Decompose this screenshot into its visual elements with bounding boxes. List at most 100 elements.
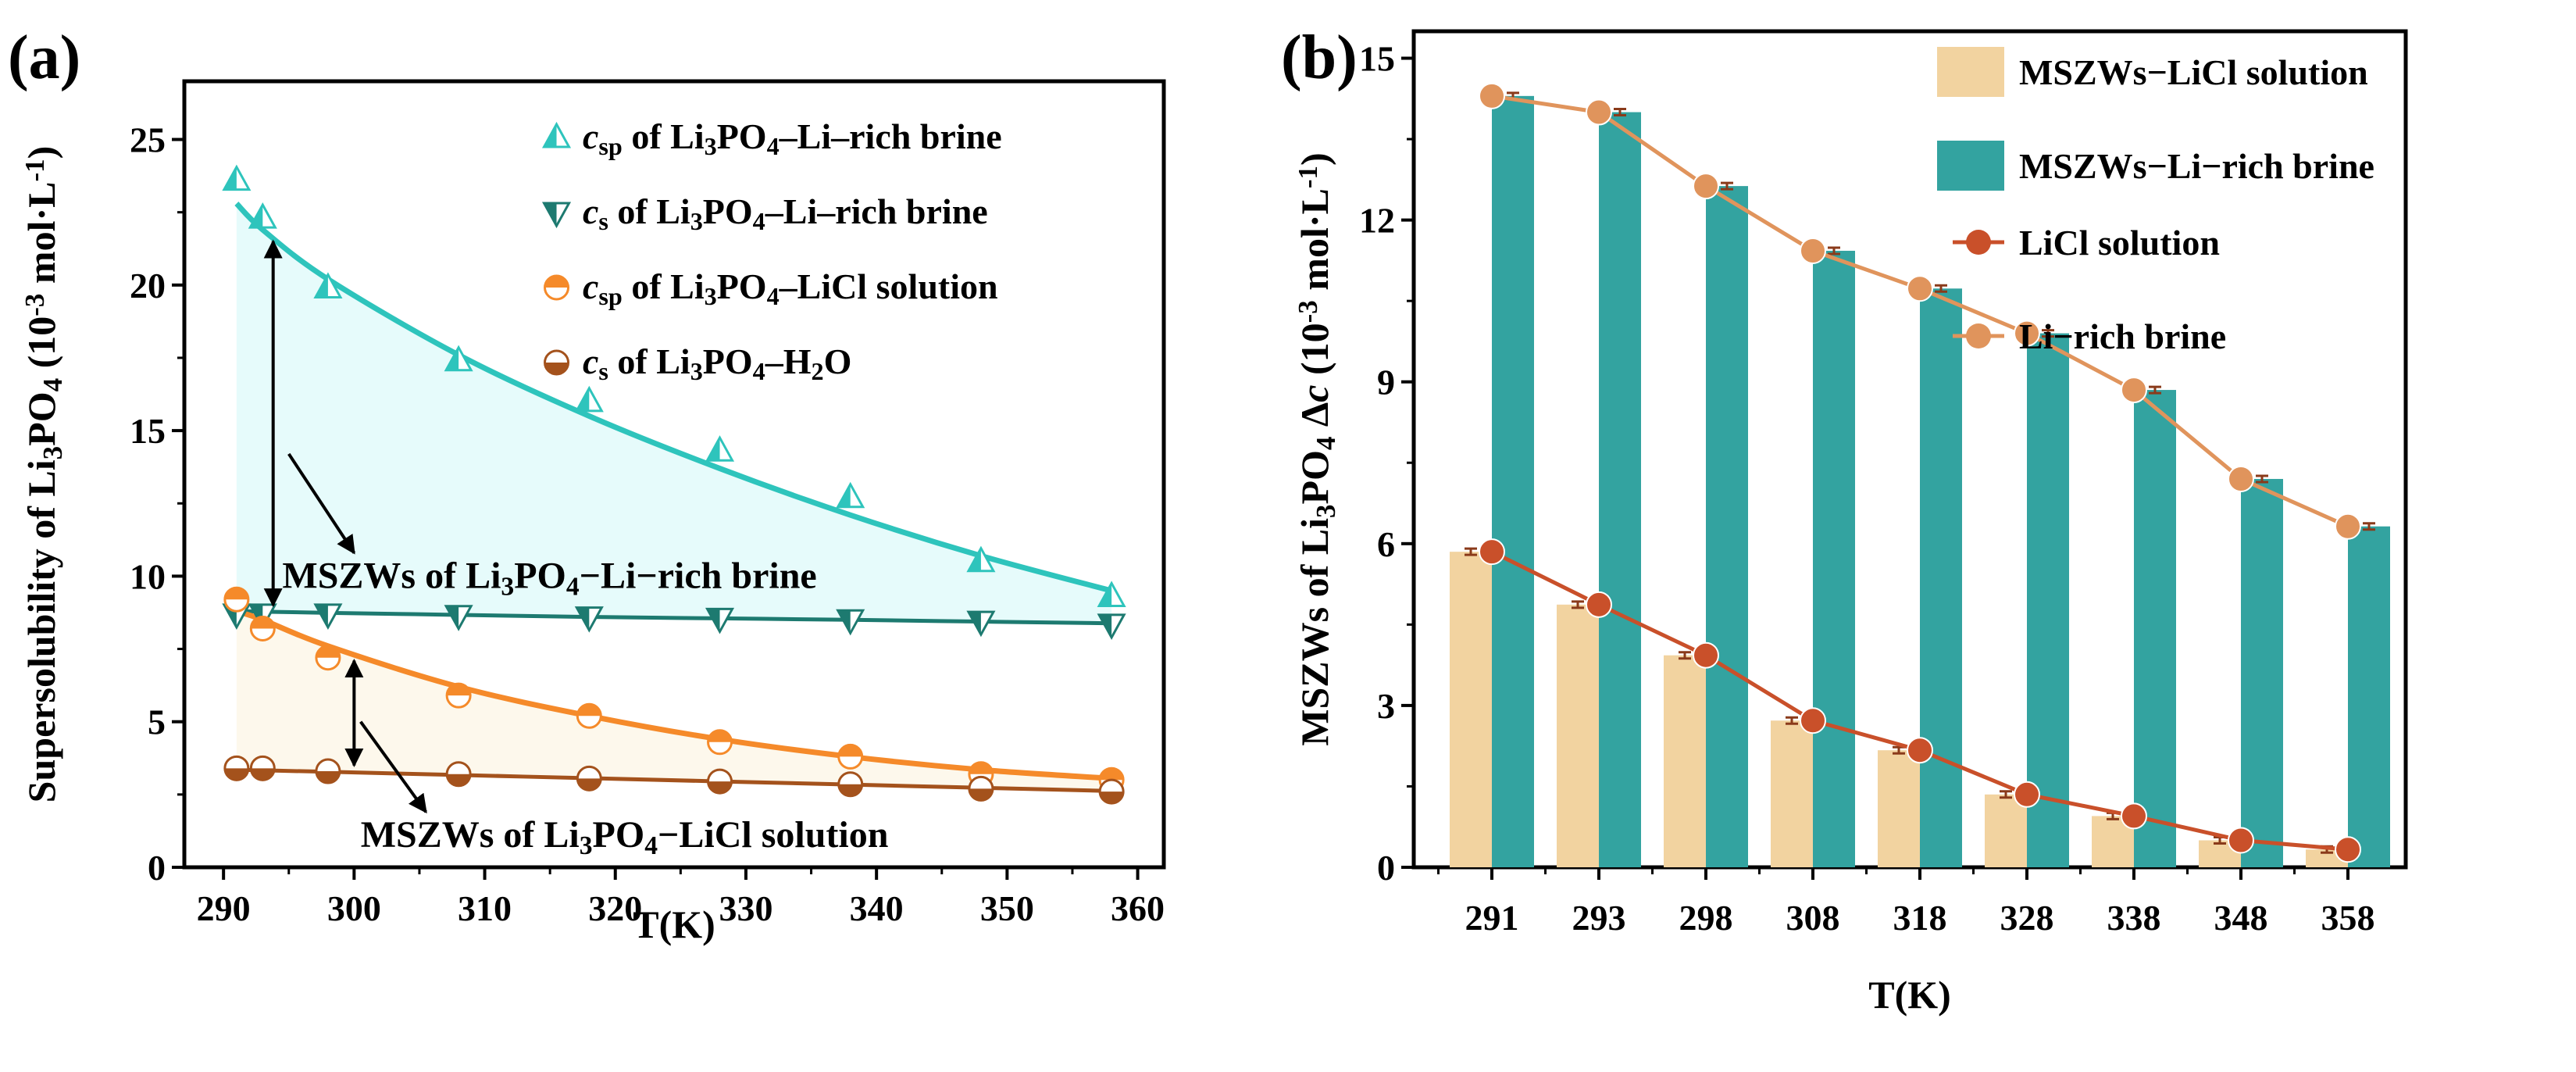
data-point-series-2: [707, 729, 733, 756]
y-tick-label: 25: [130, 120, 166, 160]
text-part: Supersolubility of Li: [20, 459, 63, 802]
text-part: MSZWs of Li: [1293, 518, 1336, 746]
text-part: c: [1293, 385, 1336, 402]
error-bar: [2149, 385, 2161, 395]
legend-label-0: csp of Li3PO4–Li–rich brine: [583, 116, 1002, 160]
legend-label-0: MSZWs−LiCl solution: [2019, 52, 2368, 92]
bar-brine-308: [1813, 250, 1855, 867]
text-part: (10: [20, 316, 63, 378]
data-point-series-0: [313, 272, 343, 299]
data-point-series-3: [223, 755, 250, 781]
y-tick-label: 20: [130, 266, 166, 306]
x-tick-label: 340: [850, 888, 904, 928]
y-axis-label: MSZWs of Li3PO4 Δc (10-3 mol·L-1): [1293, 152, 1341, 745]
triangle-fill: [315, 604, 328, 627]
line-point-licl: [1479, 538, 1505, 566]
x-axis-label: T(K): [1868, 973, 1951, 1017]
text-part: c: [583, 116, 598, 156]
circle-half-fill: [969, 762, 993, 774]
line-point-brine: [2335, 513, 2361, 540]
line-point-brine: [1800, 237, 1826, 264]
x-tick-label: 320: [588, 888, 642, 928]
legend-label-3: cs of Li3PO4–H2O: [583, 341, 851, 385]
data-point-series-1: [966, 610, 996, 638]
fit-line-1: [236, 609, 1112, 626]
data-point-series-0: [1097, 581, 1126, 607]
x-tick-label: 290: [197, 888, 251, 928]
data-point-series-3: [315, 758, 341, 784]
triangle-fill: [968, 548, 981, 571]
triangle-fill: [968, 612, 981, 635]
mszw-licl-area: [236, 611, 1112, 791]
text-part: PO: [717, 116, 767, 156]
fit-line-3: [236, 767, 1112, 793]
bar-licl-293: [1557, 604, 1599, 867]
triangle-fill: [1099, 614, 1112, 638]
triangle-fill: [544, 203, 557, 226]
text-part: s: [598, 357, 608, 385]
x-tick-label: 308: [1786, 898, 1840, 938]
text-part: 4: [644, 831, 658, 859]
text-part: c: [583, 191, 598, 231]
data-point-series-2: [576, 702, 602, 729]
triangle-fill: [315, 274, 328, 298]
text-part: of Li: [608, 341, 690, 381]
legend-label-3: Li−rich brine: [2019, 316, 2226, 356]
text-part: 3: [705, 132, 717, 160]
text-part: –LiCl solution: [779, 266, 998, 306]
data-point-series-0: [966, 545, 996, 573]
mszw-brine-area: [236, 203, 1112, 624]
line-point-brine: [1907, 275, 1933, 302]
x-tick-label: 360: [1111, 888, 1165, 928]
text-part: PO: [20, 391, 63, 445]
data-point-series-3: [837, 771, 864, 798]
legend-marker-2: [1966, 230, 1991, 255]
triangle-fill: [544, 124, 557, 147]
error-bar: [1572, 600, 1584, 609]
text-part: 3: [690, 207, 703, 235]
text-part: 3: [690, 357, 703, 385]
line-point-brine: [2121, 377, 2147, 404]
text-part: 2: [812, 357, 824, 385]
legend-marker-1: [541, 202, 572, 229]
fit-line-2: [235, 608, 1112, 781]
text-part: ): [20, 146, 63, 159]
error-bar: [1679, 651, 1691, 660]
triangle-fill: [837, 610, 851, 634]
text-part: 4: [767, 282, 780, 310]
text-part: PO: [703, 341, 753, 381]
text-part: –Li–rich brine: [779, 116, 1002, 156]
x-tick-label: 318: [1893, 898, 1947, 938]
x-tick-label: 358: [2321, 898, 2375, 938]
text-part: MSZWs of Li: [282, 555, 501, 596]
legend-label-1: cs of Li3PO4–Li–rich brine: [583, 191, 988, 235]
text-part: -1: [1293, 166, 1323, 188]
circle-half-fill: [708, 730, 732, 742]
text-part: O: [824, 341, 852, 381]
line-point-brine: [1586, 98, 1612, 126]
y-tick-label: 10: [130, 556, 166, 596]
annotation-mszw-licl: MSZWs of Li3PO4−LiCl solution: [361, 814, 889, 860]
error-bar: [1935, 284, 1947, 293]
x-tick-label: 300: [327, 888, 381, 928]
bar-brine-298: [1706, 186, 1748, 868]
y-tick-label: 12: [1359, 201, 1395, 241]
circle-half-fill: [224, 588, 248, 600]
text-part: mol·L: [20, 181, 63, 293]
line-point-brine: [2014, 320, 2040, 347]
line-point-licl: [1800, 707, 1826, 734]
text-part: c: [583, 341, 598, 381]
x-tick-label: 298: [1679, 898, 1733, 938]
circle-half-fill: [969, 788, 993, 801]
data-point-series-0: [248, 202, 277, 229]
x-tick-label: 338: [2107, 898, 2161, 938]
bar-licl-291: [1450, 552, 1492, 867]
triangle-fill: [707, 438, 720, 461]
x-tick-label: 348: [2214, 898, 2268, 938]
legend-label-1: MSZWs−Li−rich brine: [2019, 146, 2374, 186]
data-point-series-1: [574, 606, 604, 633]
triangle-fill: [576, 607, 590, 631]
panel-b: (b) 0 3 6 9 12 15 291 293 298 308 318 328 338 348 358 T…: [1281, 23, 2408, 1017]
text-part: –H: [765, 341, 812, 381]
